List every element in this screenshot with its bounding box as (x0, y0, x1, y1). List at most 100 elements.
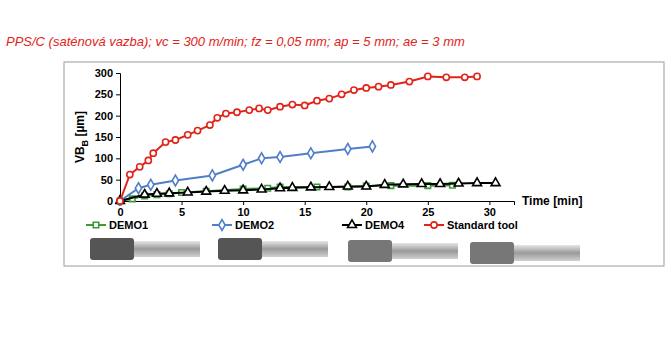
series-marker (351, 87, 357, 93)
series-marker (436, 179, 445, 187)
series-marker (406, 78, 412, 84)
tool-image (470, 242, 580, 264)
x-tick-mark (182, 201, 183, 205)
tool-image (90, 238, 200, 260)
x-tick-label: 5 (179, 206, 185, 218)
series-marker (314, 98, 320, 104)
series-marker (380, 180, 389, 188)
x-tick-label: 20 (361, 206, 373, 218)
legend-label: DEMO4 (365, 219, 405, 231)
series-marker (165, 188, 174, 196)
legend-marker (348, 220, 357, 228)
x-tick: 20 (361, 201, 373, 218)
x-tick-label: 30 (484, 206, 496, 218)
plot-area (116, 73, 500, 206)
y-axis-line (116, 74, 121, 202)
title: PPS/C (saténová vazba); vc = 300 m/min; … (6, 34, 465, 49)
legend-label: DEMO1 (109, 219, 148, 231)
y-tick: 100 (95, 152, 120, 164)
x-tick-label: 25 (422, 206, 434, 218)
x-tick: 15 (299, 201, 311, 218)
series-marker (417, 179, 426, 187)
series-marker (362, 181, 371, 189)
series-marker (308, 148, 314, 159)
series-marker (172, 137, 178, 143)
series-marker (302, 102, 308, 108)
series-marker (288, 183, 297, 191)
series-marker (258, 153, 264, 164)
legend: DEMO1DEMO2DEMO4Standard tool (86, 219, 518, 231)
series-marker (256, 105, 262, 111)
series-marker (277, 152, 283, 163)
legend-marker (93, 222, 98, 227)
y-tick-label: 250 (95, 88, 113, 100)
x-tick: 10 (238, 201, 250, 218)
y-tick: 150 (95, 131, 120, 143)
x-axis-title: Time [min] (522, 194, 582, 208)
series-marker (127, 171, 133, 177)
tool-shank (392, 243, 458, 259)
series-marker (363, 85, 369, 91)
legend-label: DEMO2 (235, 219, 274, 231)
y-tick-label: 50 (101, 174, 113, 186)
x-tick-mark (366, 201, 367, 205)
series-marker (462, 74, 468, 80)
series-marker (474, 73, 480, 79)
y-tick: 300 (95, 67, 120, 79)
series-marker (223, 110, 229, 116)
y-axis-title: VBB [µm] (73, 111, 90, 163)
y-tick-label: 150 (95, 131, 113, 143)
series-marker (135, 183, 141, 194)
tool-shank (262, 241, 328, 257)
x-tick-label: 0 (117, 206, 123, 218)
y-tick-mark (116, 94, 120, 95)
y-tick-mark (116, 137, 120, 138)
series-marker (399, 179, 408, 187)
y-tick-label: 0 (107, 195, 113, 207)
series-marker (148, 179, 154, 190)
series-marker (140, 189, 149, 197)
series-marker (220, 186, 229, 194)
series-marker (162, 139, 168, 145)
series-marker (257, 184, 266, 192)
series-marker (375, 84, 381, 90)
series-marker (345, 144, 351, 155)
series-marker (194, 128, 200, 134)
tool-head (90, 238, 134, 260)
series-marker (326, 96, 332, 102)
tool-images (90, 238, 580, 264)
tool-shank (134, 241, 200, 257)
legend-marker (219, 220, 225, 231)
y-tick-label: 300 (95, 67, 113, 79)
x-tick: 25 (422, 201, 434, 218)
y-axis: 050100150200250300 (95, 67, 121, 207)
series-marker (137, 164, 143, 170)
series-marker (491, 178, 500, 186)
x-axis-line (121, 202, 515, 206)
series-marker (202, 186, 211, 194)
series-marker (339, 91, 345, 97)
series-marker (443, 74, 449, 80)
x-tick: 5 (179, 201, 185, 218)
chart: PPS/C (saténová vazba); vc = 300 m/min; … (0, 0, 668, 363)
y-tick-label: 100 (95, 152, 113, 164)
x-tick-mark (305, 201, 306, 205)
x-tick-label: 10 (238, 206, 250, 218)
y-tick-mark (116, 116, 120, 117)
x-tick-mark (243, 201, 244, 205)
tool-shank (514, 245, 580, 261)
legend-entry: DEMO4 (342, 219, 405, 231)
series-marker (289, 101, 295, 107)
tool-head (470, 242, 514, 264)
series-marker (454, 178, 463, 186)
y-axis-title-main: VB (73, 146, 87, 163)
series-marker (325, 182, 334, 190)
series-marker (343, 181, 352, 189)
series-marker (234, 109, 240, 115)
y-tick-mark (116, 73, 120, 74)
series-marker (116, 196, 125, 204)
series-marker (306, 182, 315, 190)
series-marker (185, 132, 191, 138)
series-marker (265, 107, 271, 113)
series-marker (209, 170, 215, 181)
